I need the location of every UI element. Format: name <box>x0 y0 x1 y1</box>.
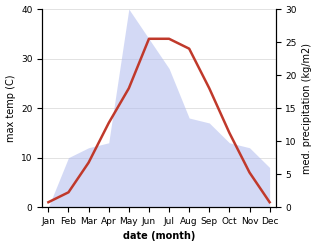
Y-axis label: max temp (C): max temp (C) <box>5 74 16 142</box>
Y-axis label: med. precipitation (kg/m2): med. precipitation (kg/m2) <box>302 43 313 174</box>
X-axis label: date (month): date (month) <box>123 231 195 242</box>
